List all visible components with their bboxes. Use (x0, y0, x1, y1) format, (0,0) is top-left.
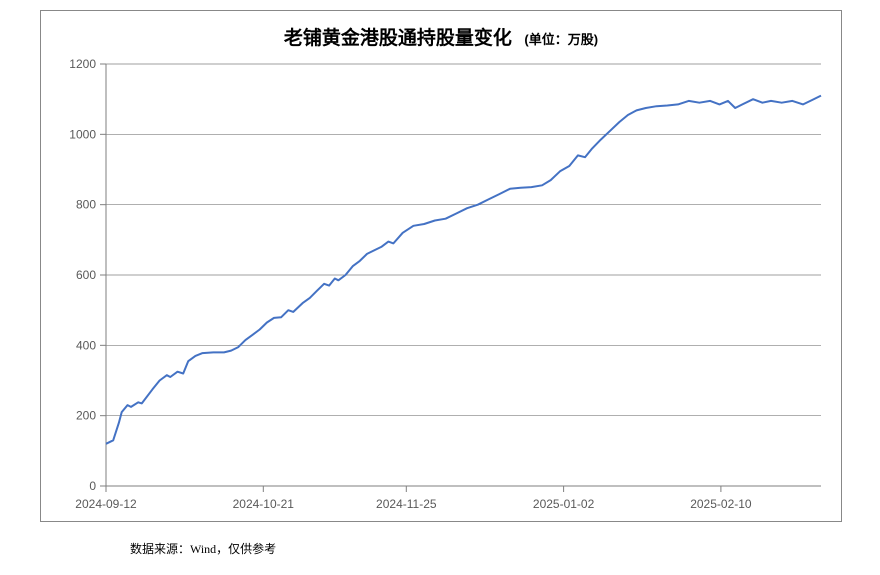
chart-title-row: 老铺黄金港股通持股量变化 (单位：万股) (41, 11, 841, 56)
svg-text:800: 800 (76, 198, 96, 212)
svg-text:2025-02-10: 2025-02-10 (690, 497, 752, 511)
svg-text:2024-09-12: 2024-09-12 (75, 497, 137, 511)
svg-text:2024-10-21: 2024-10-21 (233, 497, 295, 511)
svg-text:0: 0 (89, 479, 96, 493)
svg-text:200: 200 (76, 409, 96, 423)
data-source-footer: 数据来源：Wind，仅供参考 (130, 540, 860, 557)
line-chart: 0 200 400 600 800 1000 1200 2024-09-12 2024-10-2… (41, 56, 841, 526)
chart-unit-label: (单位：万股) (524, 32, 598, 47)
chart-container: 老铺黄金港股通持股量变化 (单位：万股) 0 200 400 600 800 1000 12… (40, 10, 842, 522)
svg-text:1000: 1000 (69, 127, 96, 141)
svg-text:2025-01-02: 2025-01-02 (533, 497, 595, 511)
chart-title: 老铺黄金港股通持股量变化 (284, 28, 512, 49)
svg-text:1200: 1200 (69, 57, 96, 71)
svg-text:600: 600 (76, 268, 96, 282)
svg-text:2024-11-25: 2024-11-25 (376, 497, 437, 511)
svg-text:400: 400 (76, 338, 96, 352)
